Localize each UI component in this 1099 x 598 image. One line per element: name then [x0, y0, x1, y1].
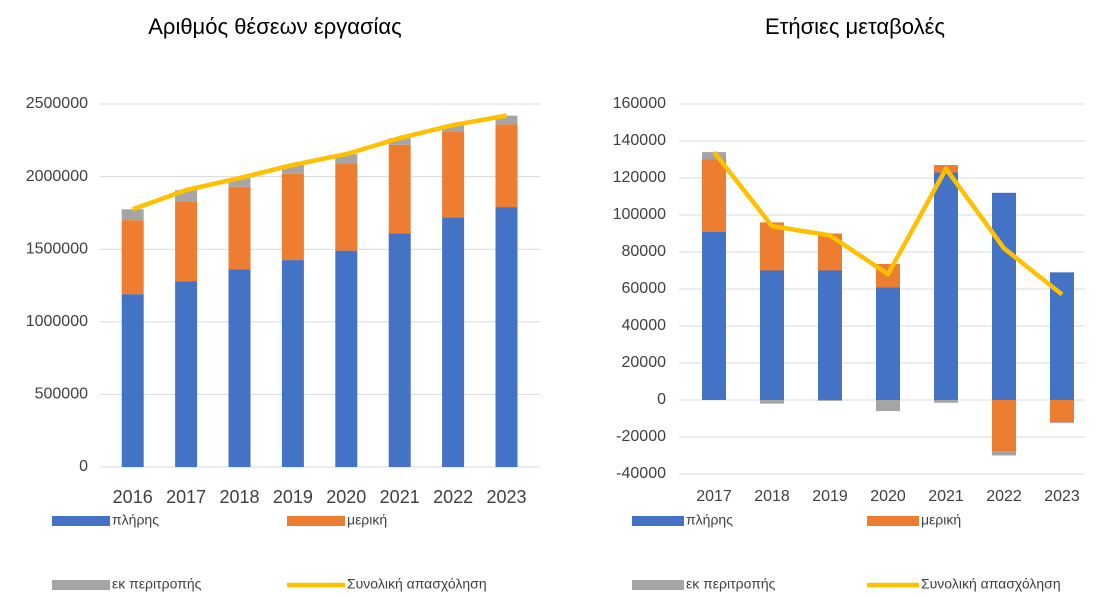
bar: [335, 154, 358, 164]
bar: [760, 270, 784, 400]
x-tick-label: 2018: [754, 488, 790, 505]
legend-swatch: [52, 516, 110, 526]
total-line: [131, 113, 507, 212]
legend-label: πλήρης: [112, 512, 159, 528]
chart-title: Αριθμός θέσεων εργασίας: [148, 14, 401, 39]
bar: [228, 186, 251, 270]
bar: [442, 217, 465, 467]
legend-label: πλήρης: [686, 512, 733, 528]
legend-label: μερική: [921, 512, 961, 528]
y-tick-label: 80000: [622, 243, 667, 260]
bar: [281, 164, 304, 174]
bar: [818, 270, 842, 400]
x-tick-label: 2021: [380, 487, 420, 507]
x-tick-label: 2021: [928, 488, 964, 505]
bar: [335, 250, 358, 467]
x-tick-label: 2019: [812, 488, 848, 505]
bar: [992, 400, 1016, 452]
bar: [121, 294, 144, 467]
bar: [702, 152, 726, 160]
bar: [281, 173, 304, 261]
y-tick-label: 40000: [622, 317, 667, 334]
legend-label: Συνολική απασχόληση: [347, 576, 487, 592]
bar: [876, 400, 900, 412]
y-tick-label: 140000: [613, 132, 666, 149]
x-tick-label: 2020: [870, 488, 906, 505]
legend-label: Συνολική απασχόληση: [921, 576, 1061, 592]
legend-label: εκ περιτροπής: [112, 576, 202, 592]
bar: [442, 131, 465, 218]
legend-label: μερική: [347, 512, 387, 528]
legend-swatch: [52, 580, 110, 590]
y-tick-label: 2000000: [26, 168, 88, 185]
bar: [934, 172, 958, 400]
bar: [175, 281, 198, 467]
bar: [1050, 272, 1074, 400]
legend-label: εκ περιτροπής: [686, 576, 776, 592]
bar: [121, 209, 144, 221]
y-tick-label: 120000: [613, 169, 666, 186]
x-tick-label: 2019: [273, 487, 313, 507]
bar: [760, 222, 784, 271]
x-tick-label: 2016: [113, 487, 153, 507]
total-line: [712, 150, 1064, 297]
bar: [934, 400, 958, 403]
bar: [1050, 400, 1074, 423]
bar: [175, 201, 198, 282]
y-tick-label: 2500000: [26, 95, 88, 112]
y-tick-label: -20000: [616, 428, 666, 445]
bar: [495, 207, 518, 468]
bar: [281, 260, 304, 467]
x-tick-label: 2018: [219, 487, 259, 507]
bar: [388, 233, 411, 467]
x-tick-label: 2023: [486, 487, 526, 507]
x-tick-label: 2020: [326, 487, 366, 507]
bar: [702, 231, 726, 400]
y-tick-label: -40000: [616, 465, 666, 482]
bar: [442, 125, 465, 132]
x-tick-label: 2017: [166, 487, 206, 507]
bar: [228, 178, 251, 187]
bar: [121, 220, 144, 295]
chart-title: Ετήσιες μεταβολές: [765, 14, 945, 39]
bar: [992, 451, 1016, 456]
legend-swatch: [867, 516, 919, 526]
bar: [175, 190, 198, 202]
bar: [228, 269, 251, 467]
bar: [495, 115, 518, 125]
y-tick-label: 0: [657, 391, 666, 408]
x-tick-label: 2022: [433, 487, 473, 507]
y-tick-label: 100000: [613, 206, 666, 223]
bar: [388, 144, 411, 234]
bar: [702, 159, 726, 232]
legend-swatch: [632, 580, 684, 590]
y-tick-label: 0: [79, 458, 88, 475]
bar: [818, 400, 842, 401]
bar: [495, 124, 518, 208]
x-tick-label: 2023: [1044, 488, 1080, 505]
bar: [388, 138, 411, 145]
bar: [992, 192, 1016, 400]
bar: [1050, 422, 1074, 424]
y-tick-label: 20000: [622, 354, 667, 371]
y-tick-label: 160000: [613, 95, 666, 112]
y-tick-label: 60000: [622, 280, 667, 297]
bar: [876, 287, 900, 400]
legend-swatch: [632, 516, 684, 526]
bar: [760, 400, 784, 404]
x-tick-label: 2017: [696, 488, 732, 505]
legend-swatch: [287, 516, 345, 526]
y-tick-label: 1000000: [26, 313, 88, 330]
x-tick-label: 2022: [986, 488, 1022, 505]
y-tick-label: 500000: [35, 386, 88, 403]
bar: [335, 163, 358, 251]
y-tick-label: 1500000: [26, 240, 88, 257]
